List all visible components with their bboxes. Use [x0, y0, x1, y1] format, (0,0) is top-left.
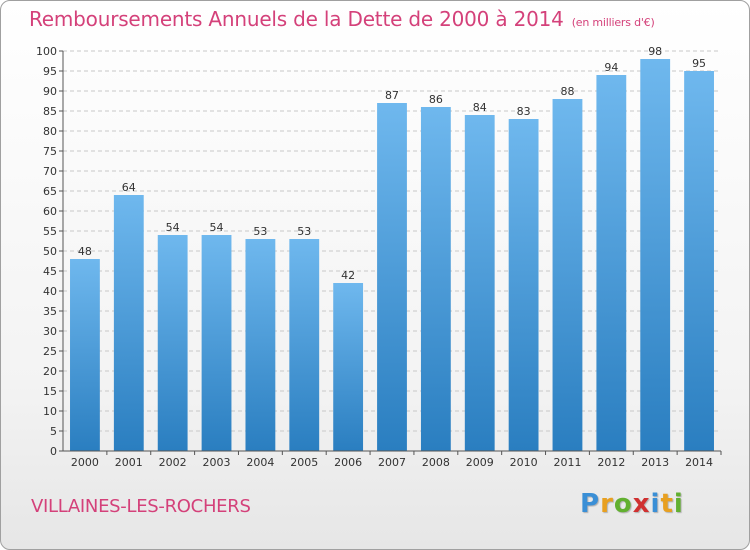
bar: [552, 99, 583, 451]
y-tick-label: 40: [43, 285, 57, 298]
data-label: 53: [297, 225, 311, 238]
data-label: 94: [604, 61, 618, 74]
data-label: 87: [385, 89, 399, 102]
bar: [464, 115, 495, 451]
x-tick-label: 2010: [510, 456, 538, 469]
data-label: 54: [210, 221, 224, 234]
data-label: 42: [341, 269, 355, 282]
y-tick-label: 85: [43, 105, 57, 118]
bar: [113, 195, 144, 451]
x-tick-label: 2004: [246, 456, 274, 469]
data-label: 54: [166, 221, 180, 234]
logo-letter: i: [650, 489, 661, 519]
x-tick-label: 2014: [685, 456, 713, 469]
y-tick-label: 70: [43, 165, 57, 178]
x-tick-label: 2006: [334, 456, 362, 469]
x-axis-ticks: 2000 2001 2002 2003 2004 2005 2006 2007 2008 2009…: [71, 451, 722, 469]
data-label: 83: [517, 105, 531, 118]
data-label: 64: [122, 181, 136, 194]
y-tick-label: 55: [43, 225, 57, 238]
y-axis-ticks: 0 5 10 15 20 25 30 35 40 45 50 55 60 65 70 75 80 85 90 95 10…: [36, 45, 63, 458]
logo-letter: P: [580, 489, 601, 519]
bar: [684, 71, 714, 451]
chart-title-unit: (en milliers d'€): [571, 16, 655, 29]
y-tick-label: 0: [50, 445, 57, 458]
y-tick-label: 5: [50, 425, 57, 438]
y-tick-label: 15: [43, 385, 57, 398]
logo-letter: x: [632, 489, 651, 519]
data-label: 48: [78, 245, 92, 258]
x-tick-label: 2011: [553, 456, 581, 469]
bar: [245, 239, 276, 451]
bars: [70, 59, 714, 451]
x-tick-label: 2002: [159, 456, 187, 469]
data-label: 53: [253, 225, 267, 238]
y-tick-label: 60: [43, 205, 57, 218]
y-tick-label: 65: [43, 185, 57, 198]
x-tick-label: 2005: [290, 456, 318, 469]
data-labels: 48 64 54 54 53 53 42 87 86 84 83 88 94 98 95: [78, 45, 706, 282]
data-label: 84: [473, 101, 487, 114]
y-tick-label: 25: [43, 345, 57, 358]
y-tick-label: 10: [43, 405, 57, 418]
bar: [157, 235, 188, 451]
bar: [596, 75, 627, 451]
bar: [377, 103, 407, 451]
bar: [640, 59, 671, 451]
y-tick-label: 95: [43, 65, 57, 78]
place-name: VILLAINES-LES-ROCHERS: [31, 496, 251, 517]
bar: [70, 259, 100, 451]
axes: [62, 51, 721, 452]
x-tick-label: 2007: [378, 456, 406, 469]
data-label: 95: [692, 57, 706, 70]
data-label: 98: [648, 45, 662, 58]
y-tick-label: 80: [43, 125, 57, 138]
chart-title: Remboursements Annuels de la Dette de 20…: [29, 7, 655, 31]
bar: [333, 283, 364, 451]
y-tick-label: 50: [43, 245, 57, 258]
y-tick-label: 35: [43, 305, 57, 318]
logo-letter: o: [613, 489, 633, 519]
y-tick-label: 90: [43, 85, 57, 98]
x-tick-label: 2009: [466, 456, 494, 469]
y-tick-label: 20: [43, 365, 57, 378]
x-tick-label: 2012: [597, 456, 625, 469]
y-tick-label: 75: [43, 145, 57, 158]
bar: [201, 235, 232, 451]
y-tick-label: 100: [36, 45, 57, 58]
logo-letter: r: [600, 489, 614, 519]
x-tick-label: 2000: [71, 456, 99, 469]
bar: [420, 107, 451, 451]
x-tick-label: 2003: [203, 456, 231, 469]
bar: [289, 239, 320, 451]
x-tick-label: 2013: [641, 456, 669, 469]
chart-title-main: Remboursements Annuels de la Dette de 20…: [29, 7, 564, 31]
y-tick-label: 30: [43, 325, 57, 338]
logo-letter: t: [660, 489, 674, 519]
proxiti-logo: Proxiti: [580, 489, 684, 519]
x-tick-label: 2001: [115, 456, 143, 469]
logo-letter: i: [673, 489, 684, 519]
data-label: 86: [429, 93, 443, 106]
y-tick-label: 45: [43, 265, 57, 278]
bar: [508, 119, 539, 451]
data-label: 88: [560, 85, 574, 98]
x-tick-label: 2008: [422, 456, 450, 469]
